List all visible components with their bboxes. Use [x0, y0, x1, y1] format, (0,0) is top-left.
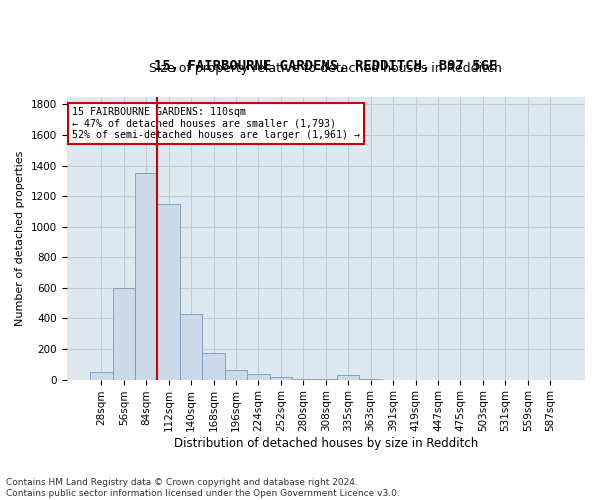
- Bar: [247, 374, 269, 380]
- Bar: [157, 204, 180, 380]
- Title: Size of property relative to detached houses in Redditch: Size of property relative to detached ho…: [149, 62, 502, 74]
- Bar: [292, 379, 314, 380]
- Bar: [225, 370, 247, 380]
- Bar: [202, 353, 225, 380]
- Bar: [180, 314, 202, 380]
- Bar: [135, 173, 157, 380]
- Bar: [337, 375, 359, 380]
- Bar: [269, 376, 292, 380]
- Text: Contains HM Land Registry data © Crown copyright and database right 2024.
Contai: Contains HM Land Registry data © Crown c…: [6, 478, 400, 498]
- Bar: [90, 372, 113, 380]
- Bar: [314, 379, 337, 380]
- Bar: [359, 379, 382, 380]
- Bar: [113, 288, 135, 380]
- Text: 15 FAIRBOURNE GARDENS: 110sqm
← 47% of detached houses are smaller (1,793)
52% o: 15 FAIRBOURNE GARDENS: 110sqm ← 47% of d…: [72, 106, 360, 140]
- Text: 15, FAIRBOURNE GARDENS, REDDITCH, B97 5GE: 15, FAIRBOURNE GARDENS, REDDITCH, B97 5G…: [154, 58, 497, 72]
- X-axis label: Distribution of detached houses by size in Redditch: Distribution of detached houses by size …: [173, 437, 478, 450]
- Y-axis label: Number of detached properties: Number of detached properties: [15, 150, 25, 326]
